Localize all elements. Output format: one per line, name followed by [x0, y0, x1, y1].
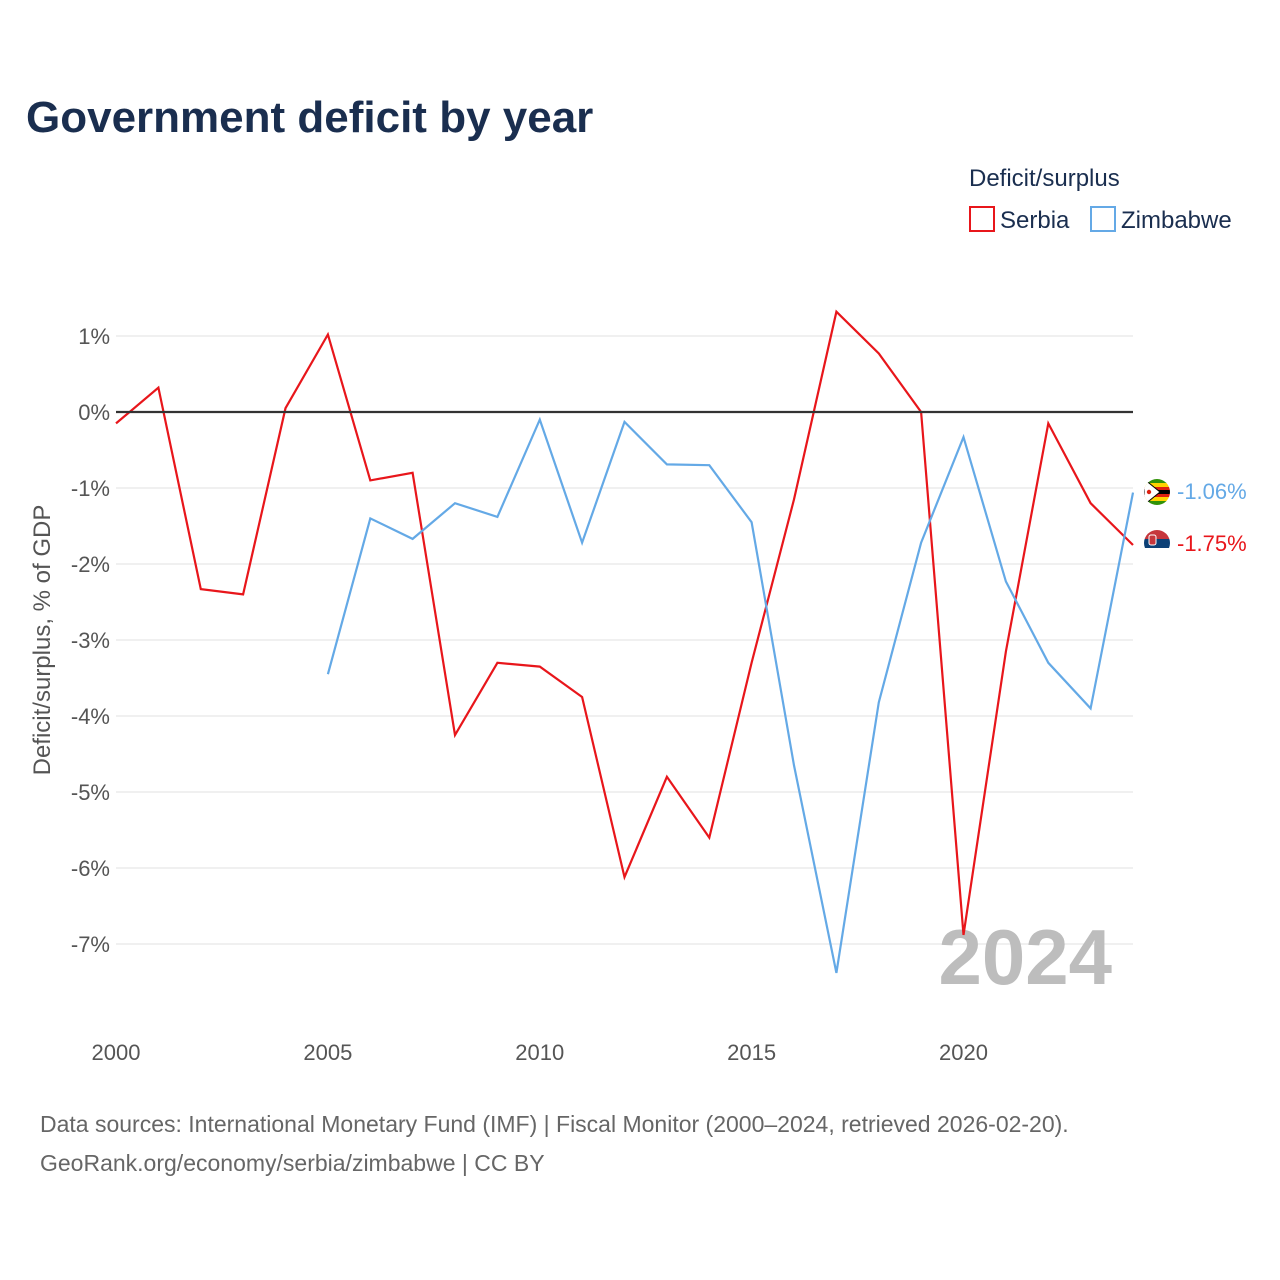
y-axis-ticks: 1% 0% -1% -2% -3% -4% -5% -6% -7% [71, 324, 110, 957]
x-tick-label: 2000 [92, 1040, 141, 1065]
legend-item-zimbabwe[interactable]: Zimbabwe [1090, 206, 1232, 234]
chart-title: Government deficit by year [26, 93, 593, 142]
source-link[interactable]: GeoRank.org/economy/serbia/zimbabwe | CC… [40, 1150, 545, 1176]
serbia-flag-icon [1144, 530, 1170, 556]
series-line-zimbabwe [326, 416, 1135, 974]
y-tick-label: -6% [71, 856, 110, 881]
end-label-serbia: -1.75% [1177, 531, 1247, 556]
legend-swatch-zimbabwe [1090, 206, 1116, 232]
legend-title: Deficit/surplus [969, 165, 1120, 192]
zimbabwe-flag-icon [1144, 479, 1170, 505]
x-axis-ticks: 2000 2005 2010 2015 2020 [92, 1040, 988, 1065]
legend-label-serbia: Serbia [1000, 207, 1070, 234]
year-overlay: 2024 [938, 913, 1112, 1001]
end-label-zimbabwe: -1.06% [1177, 479, 1247, 504]
y-gridlines [116, 335, 1133, 945]
y-tick-label: -1% [71, 476, 110, 501]
y-tick-label: -3% [71, 628, 110, 653]
legend-item-serbia[interactable]: Serbia [969, 206, 1070, 234]
source-text: Data sources: International Monetary Fun… [40, 1111, 1069, 1137]
legend-swatch-serbia [969, 206, 995, 232]
y-tick-label: -2% [71, 552, 110, 577]
end-marker-zimbabwe: -1.06% [1144, 479, 1247, 505]
y-tick-label: -4% [71, 704, 110, 729]
series-lines [115, 309, 1135, 974]
series-line-serbia [115, 309, 1134, 936]
y-tick-label: -5% [71, 780, 110, 805]
y-axis-label: Deficit/surplus, % of GDP [29, 505, 56, 776]
legend: Deficit/surplus Serbia Zimbabwe [969, 165, 1232, 234]
y-tick-label: 0% [78, 400, 110, 425]
y-tick-label: -7% [71, 932, 110, 957]
x-tick-label: 2010 [515, 1040, 564, 1065]
end-marker-serbia: -1.75% [1144, 530, 1247, 556]
x-tick-label: 2020 [939, 1040, 988, 1065]
x-tick-label: 2005 [303, 1040, 352, 1065]
legend-label-zimbabwe: Zimbabwe [1121, 207, 1232, 234]
y-tick-label: 1% [78, 324, 110, 349]
x-tick-label: 2015 [727, 1040, 776, 1065]
